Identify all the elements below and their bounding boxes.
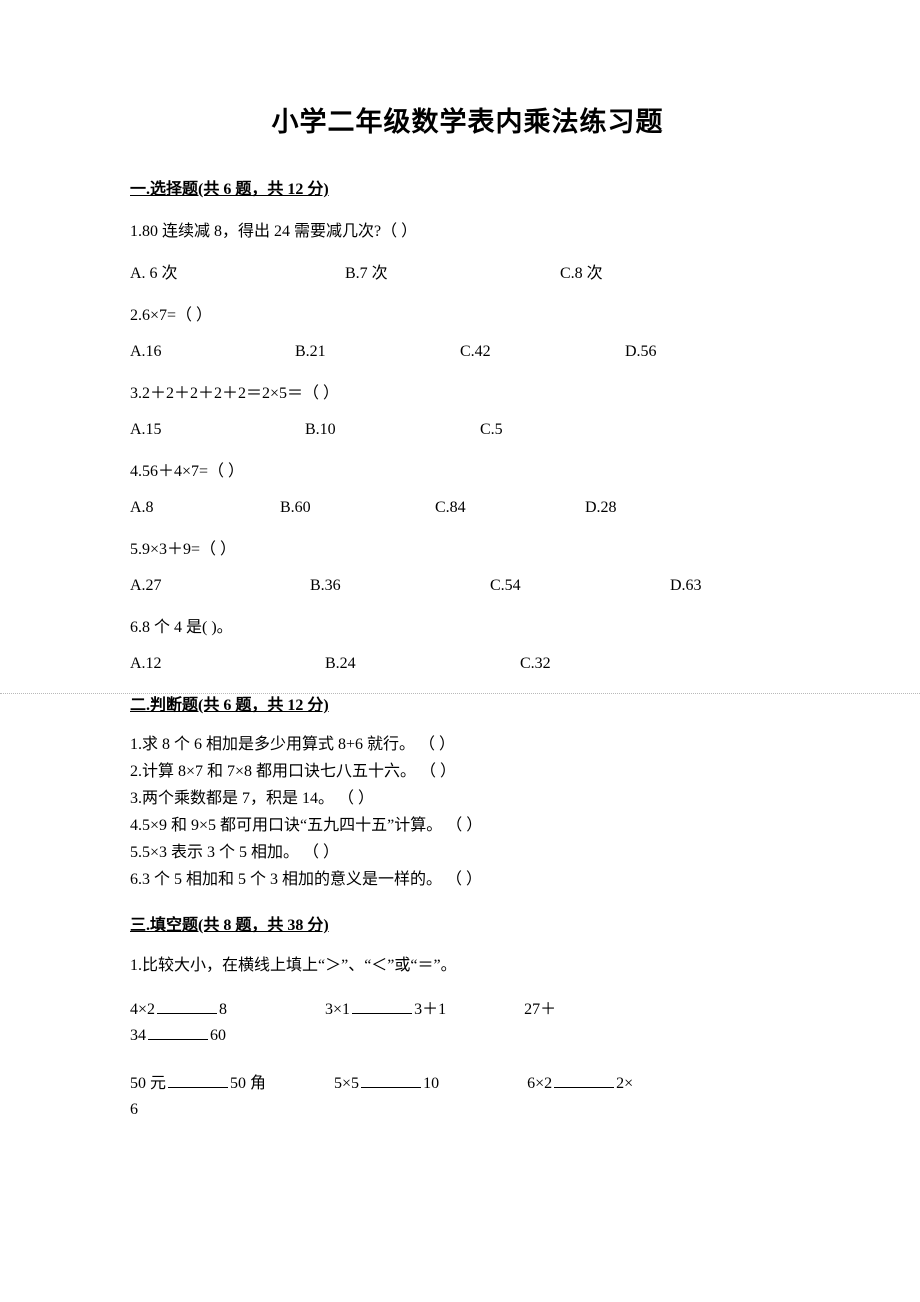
mc-q6-stem: 6.8 个 4 是( )。 (130, 613, 805, 637)
fill-blank (168, 1073, 228, 1088)
worksheet-page: 小学二年级数学表内乘法练习题 一.选择题(共 6 题，共 12 分) 1.80 … (0, 0, 920, 1302)
tf-q4: 4.5×9 和 9×5 都可用口诀“五九四十五”计算。 （ ） (130, 812, 805, 839)
mc-q3-stem: 3.2＋2＋2＋2＋2＝2×5＝（ ） (130, 379, 805, 403)
fill-blank (554, 1073, 614, 1088)
fill-1a-right: 8 (219, 1001, 227, 1018)
fill-2c2: 6 (130, 1101, 138, 1118)
mc-q3-b: B.10 (305, 421, 480, 439)
mc-q2-b: B.21 (295, 343, 460, 361)
mc-q2-c: C.42 (460, 343, 625, 361)
fill-blank (157, 999, 217, 1014)
fill-1c2-right: 60 (210, 1027, 226, 1044)
fill-1b-right: 3＋1 (414, 1001, 446, 1018)
tf-q3: 3.两个乘数都是 7，积是 14。 （ ） (130, 785, 805, 812)
fill-2a-right: 50 角 (230, 1075, 266, 1092)
mc-q1-a: A. 6 次 (130, 259, 345, 283)
fill-blank (361, 1073, 421, 1088)
fill-1c2-left: 34 (130, 1027, 146, 1044)
fill-2b-right: 10 (423, 1075, 439, 1092)
fill-row-2: 50 元 50 角 5×5 10 6×2 2× 6 (130, 1071, 805, 1123)
mc-q5-c: C.54 (490, 577, 670, 595)
horizontal-page-divider (0, 693, 920, 694)
fill-blank (352, 999, 412, 1014)
mc-q5-b: B.36 (310, 577, 490, 595)
tf-q2: 2.计算 8×7 和 7×8 都用口诀七八五十六。 （ ） (130, 758, 805, 785)
section-1-header: 一.选择题(共 6 题，共 12 分) (130, 175, 805, 199)
mc-q1-stem: 1.80 连续减 8，得出 24 需要减几次?（ ） (130, 217, 805, 241)
mc-q1-c: C.8 次 (560, 259, 603, 283)
mc-q3-a: A.15 (130, 421, 305, 439)
mc-q6-options: A.12 B.24 C.32 (130, 655, 805, 673)
mc-q5-options: A.27 B.36 C.54 D.63 (130, 577, 805, 595)
mc-q5-stem: 5.9×3＋9=（ ） (130, 535, 805, 559)
fill-2c-left: 6×2 (527, 1075, 552, 1092)
mc-q4-options: A.8 B.60 C.84 D.28 (130, 499, 805, 517)
mc-q6-b: B.24 (325, 655, 520, 673)
mc-q4-c: C.84 (435, 499, 585, 517)
mc-q3-options: A.15 B.10 C.5 (130, 421, 805, 439)
section-3-header: 三.填空题(共 8 题，共 38 分) (130, 911, 805, 935)
mc-q5-a: A.27 (130, 577, 310, 595)
mc-q4-a: A.8 (130, 499, 280, 517)
fill-2a-left: 50 元 (130, 1075, 166, 1092)
mc-q4-b: B.60 (280, 499, 435, 517)
mc-q5-d: D.63 (670, 577, 702, 595)
tf-q5: 5.5×3 表示 3 个 5 相加。 （ ） (130, 839, 805, 866)
fill-2c-right: 2× (616, 1075, 633, 1092)
mc-q3-c: C.5 (480, 421, 503, 439)
mc-q2-a: A.16 (130, 343, 295, 361)
document-title: 小学二年级数学表内乘法练习题 (130, 100, 805, 139)
mc-q6-c: C.32 (520, 655, 551, 673)
mc-q1-options: A. 6 次 B.7 次 C.8 次 (130, 259, 805, 283)
fill-row-1: 4×2 8 3×1 3＋1 27＋ 34 60 (130, 997, 805, 1049)
mc-q2-d: D.56 (625, 343, 657, 361)
mc-q4-stem: 4.56＋4×7=（ ） (130, 457, 805, 481)
fill-q1-intro: 1.比较大小，在横线上填上“＞”、“＜”或“＝”。 (130, 951, 805, 975)
fill-1b-left: 3×1 (325, 1001, 350, 1018)
fill-blank (148, 1025, 208, 1040)
mc-q1-b: B.7 次 (345, 259, 560, 283)
fill-1a-left: 4×2 (130, 1001, 155, 1018)
mc-q6-a: A.12 (130, 655, 325, 673)
mc-q4-d: D.28 (585, 499, 617, 517)
tf-q1: 1.求 8 个 6 相加是多少用算式 8+6 就行。 （ ） (130, 731, 805, 758)
tf-q6: 6.3 个 5 相加和 5 个 3 相加的意义是一样的。 （ ） (130, 866, 805, 893)
section-2-header: 二.判断题(共 6 题，共 12 分) (130, 691, 805, 715)
mc-q2-stem: 2.6×7=（ ） (130, 301, 805, 325)
mc-q2-options: A.16 B.21 C.42 D.56 (130, 343, 805, 361)
fill-2b-left: 5×5 (334, 1075, 359, 1092)
fill-1c-left: 27＋ (524, 1001, 556, 1018)
